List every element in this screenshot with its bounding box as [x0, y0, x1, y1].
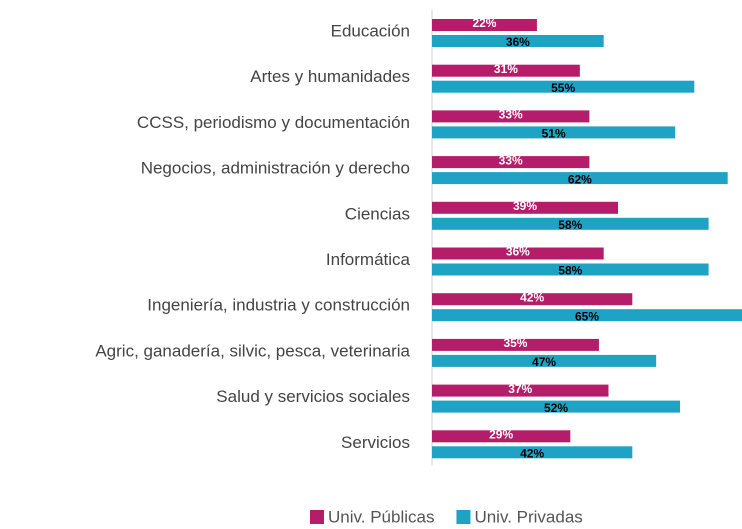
bar [432, 263, 709, 276]
value-label: 37% [508, 382, 532, 396]
legend-label: Univ. Públicas [328, 507, 434, 526]
bar [432, 247, 604, 260]
value-label: 31% [494, 62, 518, 76]
value-label: 58% [558, 218, 582, 232]
category-label: Informática [326, 250, 411, 269]
value-label: 42% [520, 290, 544, 304]
value-label: 55% [551, 81, 575, 95]
value-label: 36% [506, 35, 530, 49]
legend-swatch [456, 510, 471, 524]
category-label: Negocios, administración y derecho [141, 159, 410, 178]
bar [432, 309, 742, 322]
value-label: 36% [506, 245, 530, 259]
value-label: 22% [472, 16, 496, 30]
legend-swatch [310, 510, 324, 524]
category-label: Salud y servicios sociales [216, 387, 410, 406]
bar [432, 110, 590, 123]
bar [432, 35, 604, 47]
value-label: 39% [513, 199, 537, 213]
bar [432, 430, 571, 443]
category-label: Agric, ganadería, silvic, pesca, veterin… [95, 341, 410, 360]
value-label: 33% [499, 108, 523, 122]
bar [432, 80, 695, 93]
bar [432, 354, 657, 367]
value-label: 65% [575, 309, 599, 323]
bar [432, 64, 580, 77]
category-label: Ingeniería, industria y construcción [147, 296, 410, 315]
category-label: CCSS, periodismo y documentación [137, 113, 410, 132]
bar [432, 156, 590, 169]
legend-label: Univ. Privadas [474, 507, 582, 526]
value-label: 42% [520, 446, 544, 460]
value-label: 62% [568, 172, 592, 186]
bar [432, 201, 618, 214]
bar [432, 126, 676, 139]
value-label: 35% [503, 336, 527, 350]
bar [432, 384, 609, 397]
value-label: 29% [489, 427, 513, 441]
bar [432, 19, 537, 31]
category-label: Artes y humanidades [250, 67, 410, 86]
value-label: 51% [542, 127, 566, 141]
category-label: Servicios [341, 433, 410, 452]
category-label: Educación [331, 21, 410, 40]
bar [432, 172, 728, 185]
value-label: 47% [532, 355, 556, 369]
value-label: 33% [499, 153, 523, 167]
bar [432, 293, 633, 306]
bar [432, 446, 633, 459]
value-label: 52% [544, 401, 568, 415]
value-label: 58% [558, 264, 582, 278]
bar [432, 217, 709, 230]
bar [432, 400, 680, 413]
category-label: Ciencias [345, 204, 410, 223]
bar [432, 338, 599, 351]
